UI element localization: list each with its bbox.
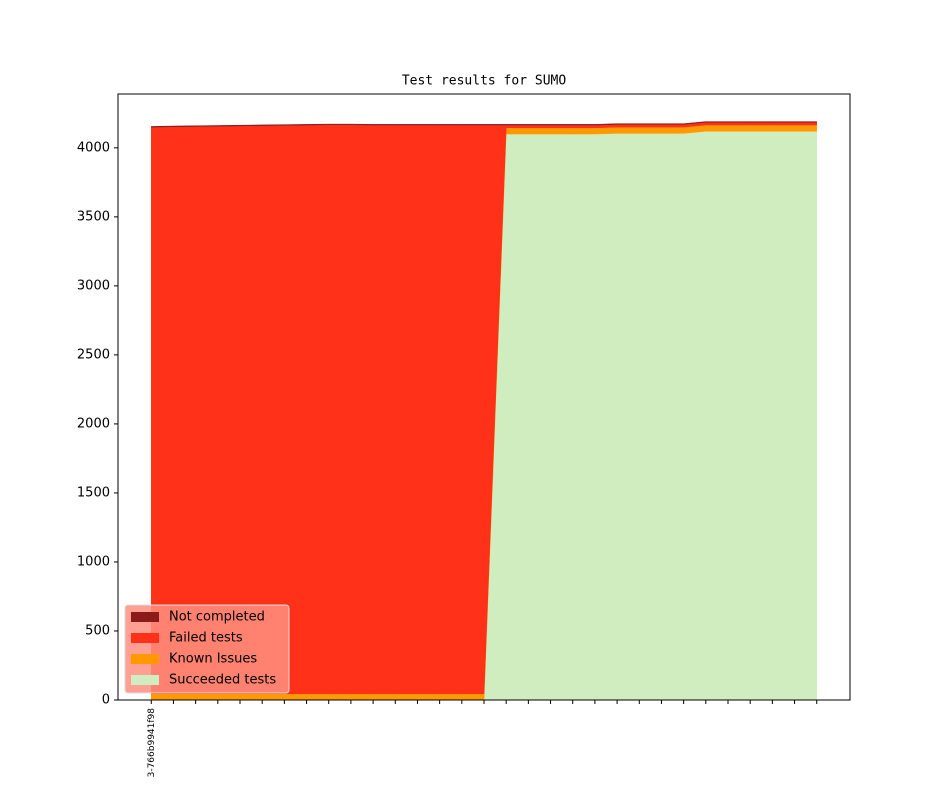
legend-label: Failed tests	[169, 631, 243, 646]
y-tick-label: 1000	[77, 554, 110, 569]
y-tick-label: 1500	[77, 485, 110, 500]
legend-label: Succeeded tests	[169, 673, 276, 688]
y-tick-label: 0	[102, 693, 110, 708]
legend-swatch	[131, 675, 159, 685]
legend-label: Known Issues	[169, 652, 257, 667]
y-tick-label: 500	[85, 623, 110, 638]
legend-swatch	[131, 654, 159, 664]
y-tick-label: 2000	[77, 416, 110, 431]
y-tick-label: 3000	[77, 278, 110, 293]
legend-swatch	[131, 633, 159, 643]
y-tick-label: 4000	[77, 140, 110, 155]
legend-box	[124, 604, 290, 694]
x-tick-label: 3-766b9941f98	[147, 708, 157, 778]
legend-label: Not completed	[169, 610, 265, 625]
y-tick-label: 2500	[77, 347, 110, 362]
area	[151, 121, 817, 128]
legend-swatch	[131, 612, 159, 622]
y-tick-label: 3500	[77, 209, 110, 224]
chart-title: Test results for SUMO	[402, 74, 567, 89]
